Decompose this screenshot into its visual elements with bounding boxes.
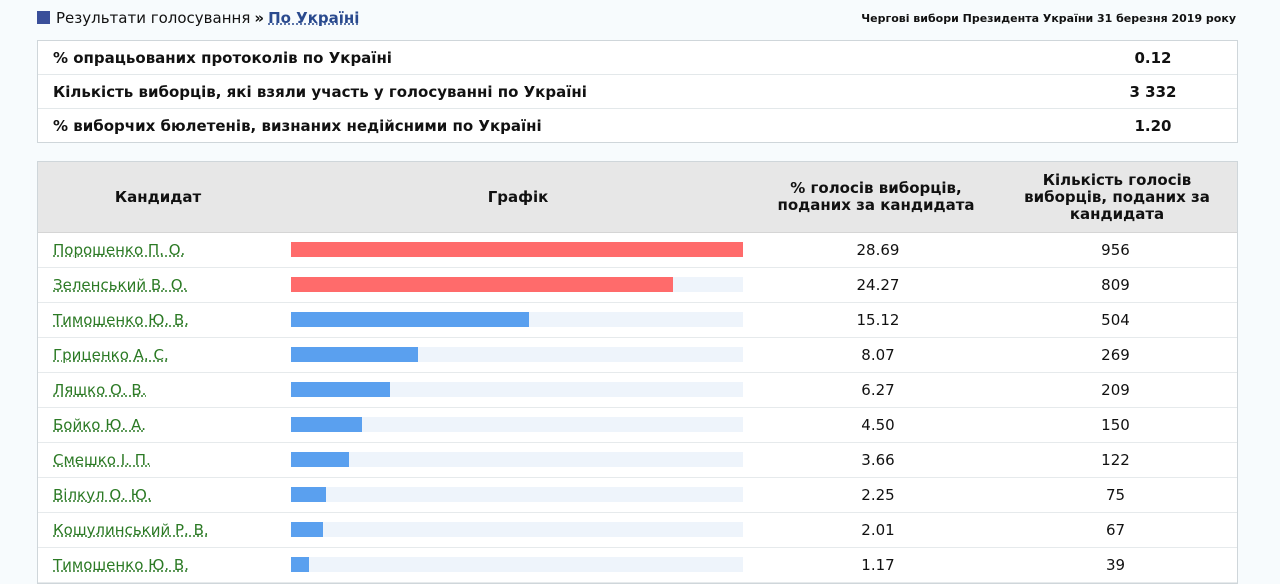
- table-row: Вілкул О. Ю. 2.25 75: [38, 478, 1237, 513]
- candidate-link[interactable]: Вілкул О. Ю.: [53, 486, 152, 504]
- breadcrumb: Результати голосування» По Україні: [56, 9, 359, 27]
- candidate-link[interactable]: Бойко Ю. А.: [53, 416, 146, 434]
- results-header: Кандидат Графік % голосів виборців, пода…: [38, 162, 1237, 233]
- table-row: Тимошенко Ю. В. 1.17 39: [38, 548, 1237, 583]
- vote-bar: [291, 522, 323, 537]
- vote-bar: [291, 452, 349, 467]
- table-row: Смешко І. П. 3.66 122: [38, 443, 1237, 478]
- percent-value: 2.01: [861, 521, 895, 539]
- percent-value: 3.66: [861, 451, 895, 469]
- count-value: 39: [1105, 556, 1126, 574]
- table-row: Бойко Ю. А. 4.50 150: [38, 408, 1237, 443]
- percent-value: 2.25: [861, 486, 895, 504]
- election-title: Чергові вибори Президента України 31 бер…: [861, 12, 1236, 25]
- header-graph: Графік: [487, 188, 549, 206]
- bar-track: [291, 522, 743, 537]
- candidate-link[interactable]: Тимошенко Ю. В.: [53, 311, 189, 329]
- table-row: Гриценко А. С. 8.07 269: [38, 338, 1237, 373]
- count-value: 209: [1101, 381, 1130, 399]
- vote-bar: [291, 382, 390, 397]
- vote-bar: [291, 347, 419, 362]
- count-value: 150: [1101, 416, 1130, 434]
- breadcrumb-separator: »: [254, 9, 265, 27]
- count-value: 809: [1101, 276, 1130, 294]
- percent-value: 15.12: [856, 311, 900, 329]
- table-row: Кошулинський Р. В. 2.01 67: [38, 513, 1237, 548]
- bar-track: [291, 417, 743, 432]
- header-percent: % голосів виборців, поданих за кандидата: [777, 179, 975, 214]
- count-value: 269: [1101, 346, 1130, 364]
- header-count: Кількість голосів виборців, поданих за к…: [1024, 171, 1210, 223]
- table-row: Ляшко О. В. 6.27 209: [38, 373, 1237, 408]
- summary-row: % опрацьованих протоколів по Україні 0.1…: [38, 41, 1237, 75]
- summary-row: Кількість виборців, які взяли участь у г…: [38, 75, 1237, 109]
- count-value: 122: [1101, 451, 1130, 469]
- count-value: 956: [1101, 241, 1130, 259]
- candidate-link[interactable]: Кошулинський Р. В.: [53, 521, 209, 539]
- square-bullet-icon: [37, 11, 50, 24]
- summary-label: % опрацьованих протоколів по Україні: [53, 49, 392, 67]
- summary-value: 1.20: [1134, 117, 1172, 135]
- percent-value: 8.07: [861, 346, 895, 364]
- candidate-link[interactable]: Гриценко А. С.: [53, 346, 169, 364]
- table-row: Порошенко П. О. 28.69 956: [38, 233, 1237, 268]
- bar-track: [291, 557, 743, 572]
- summary-row: % виборчих бюлетенів, визнаних недійсним…: [38, 109, 1237, 142]
- bar-track: [291, 277, 743, 292]
- summary-label: Кількість виборців, які взяли участь у г…: [53, 83, 587, 101]
- summary-table: % опрацьованих протоколів по Україні 0.1…: [37, 40, 1238, 143]
- vote-bar: [291, 312, 530, 327]
- percent-value: 4.50: [861, 416, 895, 434]
- candidate-link[interactable]: Тимошенко Ю. В.: [53, 556, 189, 574]
- vote-bar: [291, 417, 362, 432]
- results-body: Порошенко П. О. 28.69 956 Зеленський В. О. 2…: [38, 233, 1237, 583]
- breadcrumb-root: Результати голосування: [56, 9, 251, 27]
- bar-track: [291, 312, 743, 327]
- results-table: Кандидат Графік % голосів виборців, пода…: [37, 161, 1238, 584]
- candidate-link[interactable]: Зеленський В. О.: [53, 276, 188, 294]
- table-row: Зеленський В. О. 24.27 809: [38, 268, 1237, 303]
- candidate-link[interactable]: Порошенко П. О.: [53, 241, 186, 259]
- header-candidate: Кандидат: [114, 188, 202, 206]
- vote-bar: [291, 557, 310, 572]
- bar-track: [291, 347, 743, 362]
- vote-bar: [291, 277, 674, 292]
- candidate-link[interactable]: Ляшко О. В.: [53, 381, 147, 399]
- percent-value: 24.27: [856, 276, 900, 294]
- bar-track: [291, 452, 743, 467]
- summary-value: 0.12: [1134, 49, 1172, 67]
- bar-track: [291, 242, 743, 257]
- count-value: 75: [1105, 486, 1126, 504]
- count-value: 67: [1105, 521, 1126, 539]
- top-bar: Результати голосування» По Україні Чергов…: [37, 8, 1236, 28]
- summary-label: % виборчих бюлетенів, визнаних недійсним…: [53, 117, 542, 135]
- count-value: 504: [1101, 311, 1130, 329]
- vote-bar: [291, 242, 743, 257]
- summary-value: 3 332: [1129, 83, 1177, 101]
- breadcrumb-current-link[interactable]: По Україні: [268, 9, 360, 27]
- candidate-link[interactable]: Смешко І. П.: [53, 451, 151, 469]
- bar-track: [291, 487, 743, 502]
- bar-track: [291, 382, 743, 397]
- vote-bar: [291, 487, 327, 502]
- percent-value: 6.27: [861, 381, 895, 399]
- percent-value: 28.69: [856, 241, 900, 259]
- percent-value: 1.17: [861, 556, 895, 574]
- table-row: Тимошенко Ю. В. 15.12 504: [38, 303, 1237, 338]
